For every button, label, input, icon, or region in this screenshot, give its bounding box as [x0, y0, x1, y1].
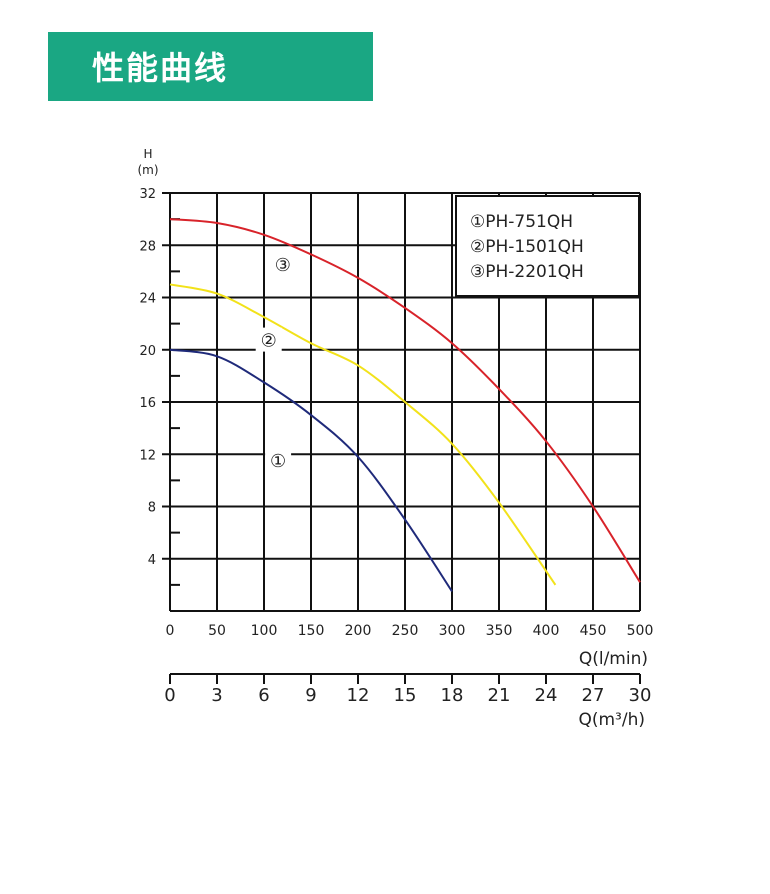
x-tick-label-m3h: 21: [488, 685, 511, 706]
y-tick-label: 16: [139, 396, 156, 411]
y-tick-label: 12: [139, 448, 156, 463]
x-tick-label-m3h: 3: [211, 685, 222, 706]
series-line-ph-2201qh: [169, 218, 641, 583]
legend-entry: ②PH-1501QH: [470, 237, 584, 257]
curve-marker-bg: [265, 447, 292, 472]
x-tick-label-flow: 500: [627, 623, 654, 639]
x-tick-label-flow: 200: [345, 623, 372, 639]
x-tick-label-flow: 400: [533, 623, 560, 639]
series-line-ph-1501qh: [169, 283, 557, 586]
page-title: 性能曲线: [92, 49, 229, 87]
x-tick-label-m3h: 12: [347, 685, 370, 706]
y-tick-label: 28: [139, 239, 156, 254]
x-tick-label-m3h: 18: [441, 685, 464, 706]
x-tick-label-flow: 350: [486, 623, 513, 639]
x-tick-label-m3h: 9: [305, 685, 316, 706]
x-tick-label-flow: 100: [251, 623, 278, 639]
x-tick-label-m3h: 24: [535, 685, 558, 706]
curve-marker-label: ②: [261, 331, 277, 352]
y-tick-label: 8: [148, 501, 156, 516]
x-tick-label-m3h: 0: [164, 685, 175, 706]
y-tick-label: 32: [139, 187, 156, 202]
series-line-ph-751qh: [169, 348, 453, 592]
x-tick-label-m3h: 6: [258, 685, 269, 706]
curve-marker-bg: [255, 327, 282, 352]
legend-box: [455, 195, 640, 297]
legend-entry: ③PH-2201QH: [470, 262, 584, 282]
curve-marker-label: ③: [275, 255, 291, 276]
curve-marker-label: ①: [270, 451, 286, 472]
y-tick-label: 20: [139, 344, 156, 359]
x-tick-label-flow: 0: [166, 623, 175, 639]
y-axis-unit: (m): [137, 163, 158, 177]
x-tick-label-flow: 450: [580, 623, 607, 639]
y-tick-label: 4: [148, 553, 156, 568]
legend-entry: ①PH-751QH: [470, 212, 573, 232]
x-tick-label-m3h: 27: [582, 685, 605, 706]
y-tick-label: 24: [139, 292, 156, 307]
y-axis-label: H: [143, 147, 152, 161]
x-axis-label-flow: Q(l/min): [579, 649, 648, 669]
x-tick-label-flow: 50: [208, 623, 226, 639]
title-banner: 性能曲线: [48, 32, 373, 101]
x-axis-label-m3h: Q(m³/h): [578, 710, 645, 730]
x-tick-label-flow: 300: [439, 623, 466, 639]
x-tick-label-m3h: 30: [629, 685, 652, 706]
curve-marker-bg: [269, 251, 296, 276]
x-tick-label-flow: 250: [392, 623, 419, 639]
x-tick-label-m3h: 15: [394, 685, 417, 706]
x-tick-label-flow: 150: [298, 623, 325, 639]
